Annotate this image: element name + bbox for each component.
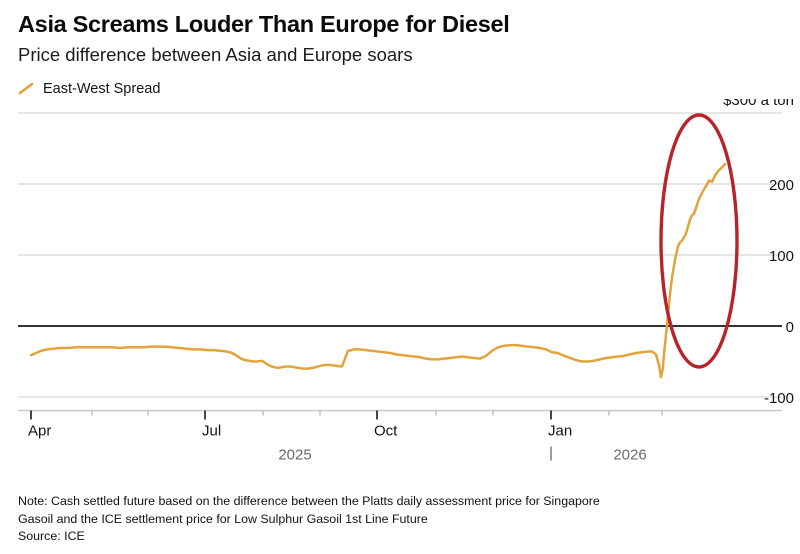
x-tick-label: Jan (548, 422, 572, 439)
line-segment-icon (18, 82, 34, 95)
y-tick-label: $300 a ton (723, 99, 794, 109)
year-label: 2026 (613, 446, 646, 463)
chart-legend: East-West Spread (18, 66, 782, 99)
x-axis-ticks (30, 410, 663, 420)
x-tick-label: Jul (202, 422, 221, 439)
x-axis-year-labels: 2025 2026 (278, 446, 647, 463)
series-line-east-west-spread (29, 162, 727, 379)
source-line: Source: ICE (18, 529, 85, 544)
page-subtitle: Price difference between Asia and Europe… (18, 43, 413, 65)
y-tick-label: -100 (764, 390, 794, 407)
legend-item-label: East-West Spread (43, 80, 161, 97)
note-line-1: Note: Cash settled future based on the d… (18, 494, 600, 508)
chart-area: -100 0 100 200 $300 a ton Apr Jul Oct Jan 2025 2… (0, 99, 800, 499)
y-tick-label: 100 (769, 248, 794, 265)
ellipse-highlight-annotation (659, 113, 739, 369)
year-label: 2025 (278, 446, 311, 463)
chart-footnotes: Note: Cash settled future based on the d… (18, 493, 788, 546)
page-title: Asia Screams Louder Than Europe for Dies… (18, 11, 510, 37)
x-tick-label: Oct (374, 422, 398, 439)
y-tick-label: 200 (769, 177, 794, 194)
note-line-2: Gasoil and the ICE settlement price for … (18, 511, 428, 526)
y-tick-label: 0 (786, 319, 794, 336)
y-axis-labels: -100 0 100 200 $300 a ton (723, 99, 794, 407)
x-axis-tick-labels: Apr Jul Oct Jan (28, 422, 572, 439)
y-gridlines (18, 112, 782, 398)
x-tick-label: Apr (28, 422, 51, 439)
